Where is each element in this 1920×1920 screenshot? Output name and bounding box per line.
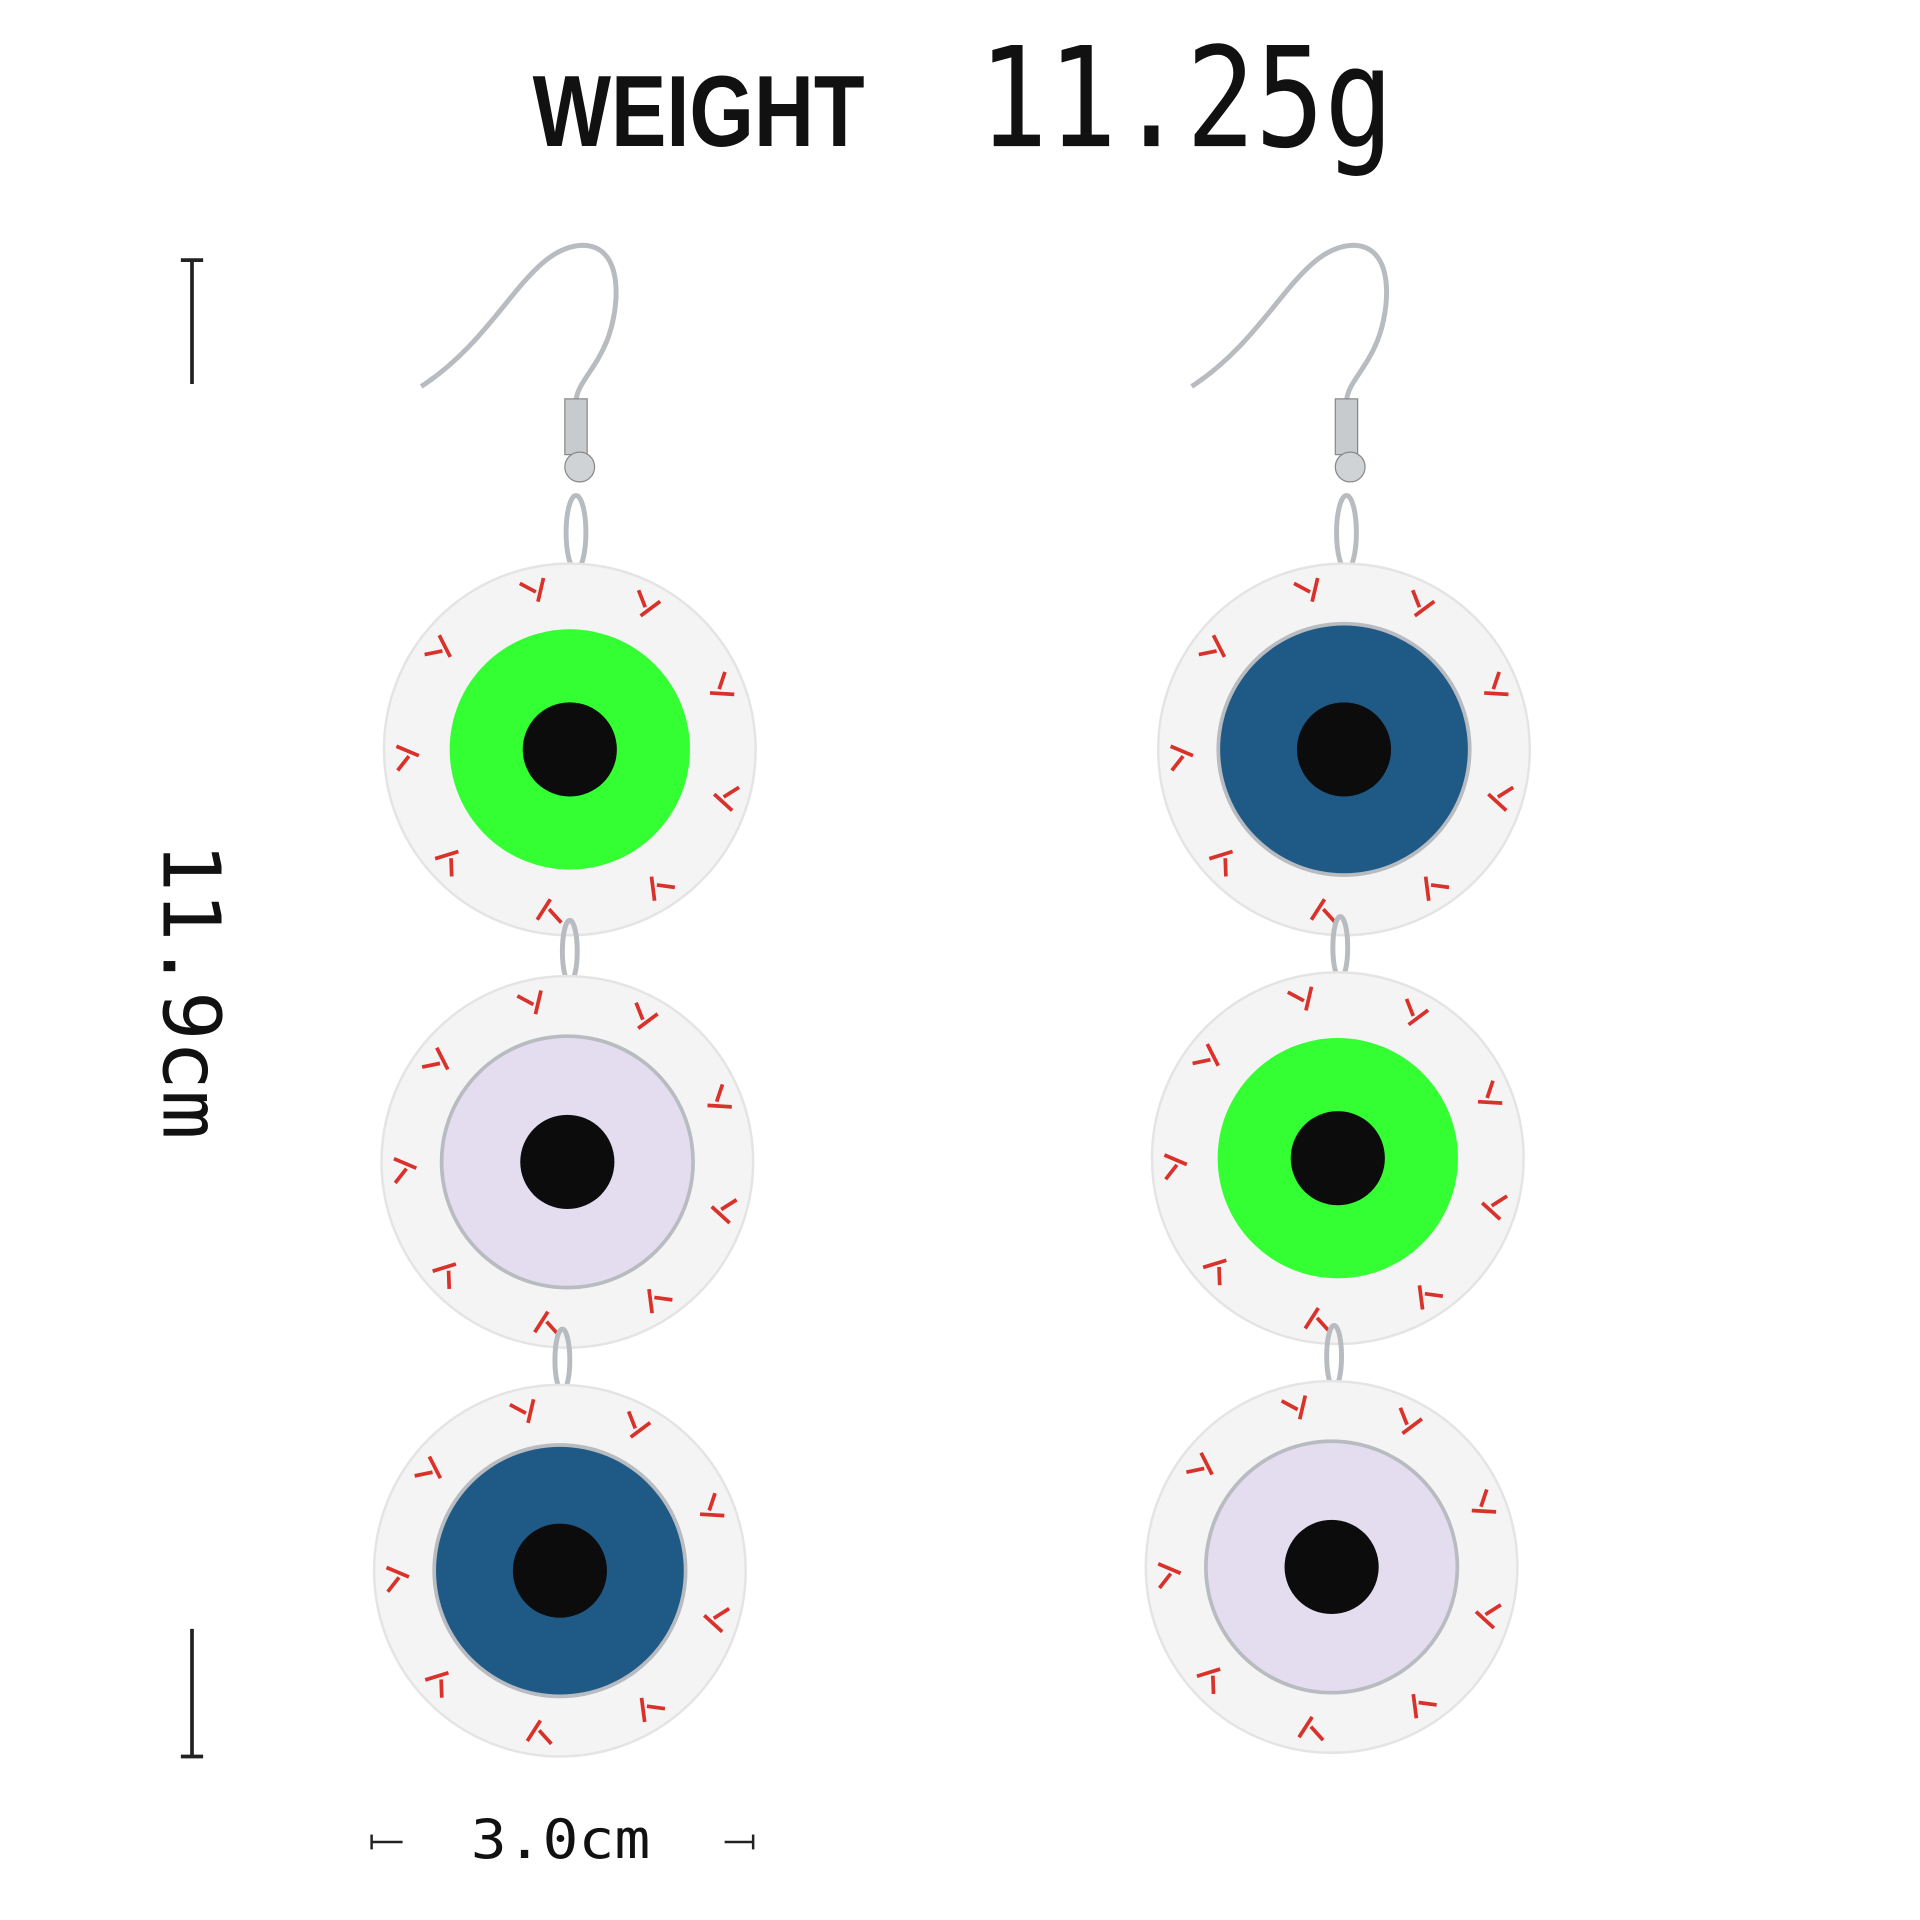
vein <box>1417 1285 1444 1310</box>
vein <box>1484 671 1509 697</box>
vein <box>1196 1667 1221 1695</box>
jump-ring <box>563 493 589 573</box>
height-label: 11.9cm <box>145 842 238 1139</box>
vein <box>1303 1307 1331 1333</box>
vein <box>509 1398 536 1424</box>
vein <box>1487 785 1515 812</box>
eyeball-charm-blue <box>372 1383 747 1758</box>
vein <box>516 990 543 1015</box>
eyeball-charm-lavender <box>380 974 755 1349</box>
eyeball-charm-blue <box>1156 562 1532 937</box>
vein <box>1423 876 1450 901</box>
pupil <box>512 1523 607 1618</box>
vein <box>424 634 452 658</box>
vein <box>421 1046 450 1071</box>
vein <box>647 1288 673 1314</box>
vein <box>1192 1043 1220 1067</box>
vein <box>639 1697 666 1723</box>
vein <box>1169 744 1194 772</box>
vein <box>424 1670 450 1698</box>
jump-ring <box>1334 493 1359 573</box>
vein <box>395 744 420 772</box>
hook-bead <box>1334 451 1366 483</box>
ear-hook <box>1190 242 1390 403</box>
ear-hook <box>419 242 619 403</box>
vein <box>626 1410 652 1439</box>
vein <box>432 1262 457 1289</box>
earring-right <box>1144 242 1532 1755</box>
vein <box>414 1455 443 1480</box>
width-label: 3.0cm <box>471 1807 651 1871</box>
pupil <box>1296 702 1392 797</box>
vein <box>1398 1407 1424 1435</box>
vein <box>518 577 546 603</box>
vein <box>1309 898 1337 924</box>
eyeball-charm-lavender <box>1144 1379 1519 1755</box>
weight-label: WEIGHT <box>533 54 865 168</box>
vein <box>385 1565 410 1593</box>
pupil <box>1284 1519 1379 1615</box>
vein <box>649 876 676 901</box>
vein <box>434 849 459 877</box>
vein <box>1297 1715 1325 1742</box>
weight-value: 11.25g <box>979 17 1394 179</box>
eyeball-charm-green <box>1150 971 1525 1346</box>
eyeball-charm-green <box>382 562 757 937</box>
vein <box>535 898 563 924</box>
vein <box>712 785 741 812</box>
vein <box>1411 589 1436 618</box>
vein <box>703 1606 731 1634</box>
vein <box>710 1198 738 1225</box>
vein <box>1163 1153 1188 1181</box>
pupil <box>1290 1111 1385 1206</box>
vein <box>1411 1693 1437 1719</box>
vein <box>699 1492 725 1518</box>
vein <box>1202 1258 1227 1286</box>
vein <box>636 589 662 618</box>
vein <box>1186 1451 1214 1476</box>
pupil <box>520 1114 615 1209</box>
vein <box>1157 1562 1182 1590</box>
pupil <box>522 702 617 797</box>
vein <box>709 671 735 697</box>
vein <box>634 1002 659 1030</box>
vein <box>1280 1395 1308 1420</box>
vein <box>1293 577 1320 603</box>
vein <box>1480 1194 1509 1221</box>
vein <box>1404 998 1430 1027</box>
vein <box>393 1157 418 1185</box>
vein <box>1471 1488 1497 1514</box>
hook-coil <box>564 398 588 456</box>
width-dimension <box>370 1834 755 1850</box>
vein <box>1474 1603 1502 1630</box>
vein <box>1477 1080 1503 1105</box>
vein <box>525 1719 553 1746</box>
vein <box>1286 986 1314 1011</box>
earring-left <box>372 242 757 1758</box>
vein <box>1208 849 1234 877</box>
hook-coil <box>1334 398 1359 456</box>
hook-bead <box>564 451 596 483</box>
vein <box>1198 634 1227 658</box>
vein <box>707 1083 732 1109</box>
height-dimension <box>180 258 204 1759</box>
